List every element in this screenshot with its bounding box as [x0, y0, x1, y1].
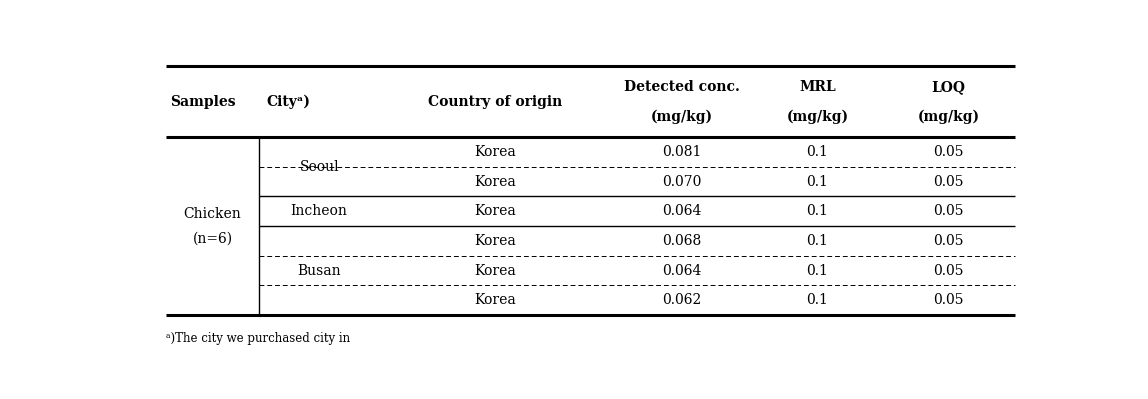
Text: Seoul: Seoul — [300, 160, 339, 174]
Text: Korea: Korea — [474, 174, 515, 188]
Text: 0.1: 0.1 — [807, 174, 829, 188]
Text: 0.1: 0.1 — [807, 145, 829, 159]
Text: MRL: MRL — [799, 80, 836, 94]
Text: Cityᵃ): Cityᵃ) — [266, 95, 310, 109]
Text: (mg/kg): (mg/kg) — [651, 109, 713, 124]
Text: 0.064: 0.064 — [662, 204, 701, 218]
Text: 0.1: 0.1 — [807, 293, 829, 307]
Text: Korea: Korea — [474, 204, 515, 218]
Text: Korea: Korea — [474, 234, 515, 248]
Text: (mg/kg): (mg/kg) — [917, 109, 979, 124]
Text: 0.05: 0.05 — [933, 174, 964, 188]
Text: 0.1: 0.1 — [807, 264, 829, 278]
Text: 0.05: 0.05 — [933, 204, 964, 218]
Text: Busan: Busan — [297, 264, 341, 278]
Text: LOQ: LOQ — [932, 80, 965, 94]
Text: 0.068: 0.068 — [662, 234, 701, 248]
Text: 0.081: 0.081 — [662, 145, 701, 159]
Text: 0.05: 0.05 — [933, 293, 964, 307]
Text: (mg/kg): (mg/kg) — [786, 109, 848, 124]
Text: Samples: Samples — [170, 95, 235, 109]
Text: Country of origin: Country of origin — [428, 95, 563, 109]
Text: 0.064: 0.064 — [662, 264, 701, 278]
Text: Detected conc.: Detected conc. — [623, 80, 739, 94]
Text: 0.05: 0.05 — [933, 234, 964, 248]
Text: Korea: Korea — [474, 145, 515, 159]
Text: (n=6): (n=6) — [193, 231, 233, 245]
Text: 0.05: 0.05 — [933, 264, 964, 278]
Text: Korea: Korea — [474, 264, 515, 278]
Text: Korea: Korea — [474, 293, 515, 307]
Text: 0.070: 0.070 — [662, 174, 701, 188]
Text: Chicken: Chicken — [184, 207, 241, 221]
Text: 0.05: 0.05 — [933, 145, 964, 159]
Text: 0.1: 0.1 — [807, 234, 829, 248]
Text: Incheon: Incheon — [290, 204, 348, 218]
Text: ᵃ)The city we purchased city in: ᵃ)The city we purchased city in — [165, 332, 350, 345]
Text: 0.1: 0.1 — [807, 204, 829, 218]
Text: 0.062: 0.062 — [662, 293, 701, 307]
